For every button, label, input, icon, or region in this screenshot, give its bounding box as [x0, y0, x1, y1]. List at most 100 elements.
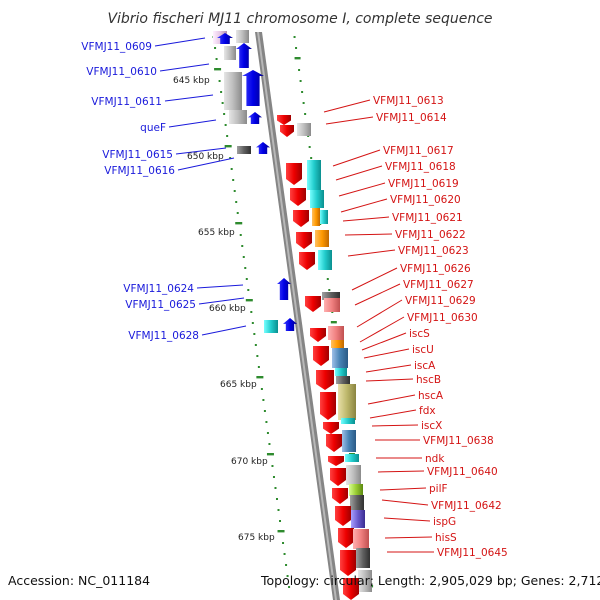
gene-block	[236, 30, 249, 43]
reverse-gene-arrow	[343, 578, 359, 600]
gene-label-right[interactable]: hscA	[418, 390, 444, 402]
gene-label-right[interactable]: VFMJ11_0640	[427, 466, 498, 478]
reverse-gene-arrow	[286, 163, 302, 185]
gene-label-right[interactable]: VFMJ11_0623	[398, 245, 469, 257]
ruler-tick	[214, 68, 222, 71]
ruler-tick	[294, 57, 301, 60]
ruler-dot	[242, 256, 245, 258]
gene-label-left[interactable]: VFMJ11_0615	[102, 149, 173, 161]
gene-label-left[interactable]: VFMJ11_0616	[104, 165, 175, 177]
gene-block	[331, 340, 344, 348]
reverse-gene-arrow	[277, 115, 291, 125]
gene-label-right[interactable]: ispG	[433, 516, 456, 528]
label-leaders	[154, 37, 434, 553]
ruler-dot	[266, 432, 269, 434]
gene-label-right[interactable]: pilF	[429, 483, 448, 495]
ruler-label-650: 650 kbp	[187, 152, 224, 162]
gene-features	[213, 30, 372, 600]
gene-label-right[interactable]: hscB	[416, 374, 441, 386]
gene-block	[335, 368, 347, 376]
ruler-dot	[230, 168, 233, 170]
gene-block	[322, 292, 340, 300]
gene-label-right[interactable]: iscU	[412, 344, 434, 356]
gene-label-right[interactable]: VFMJ11_0638	[423, 435, 494, 447]
ruler-dot	[298, 69, 301, 71]
gene-label-right[interactable]: VFMJ11_0622	[395, 229, 466, 241]
ruler-tick	[277, 530, 285, 533]
gene-block	[312, 208, 320, 226]
ruler-tick	[256, 376, 264, 379]
ruler-dot	[235, 201, 238, 203]
ruler-dot	[302, 102, 305, 104]
ruler-dot	[247, 289, 250, 291]
reverse-gene-arrow	[330, 468, 346, 486]
leader-line	[365, 378, 414, 382]
gene-label-right[interactable]: VFMJ11_0630	[407, 312, 478, 324]
reverse-gene-arrow	[340, 550, 356, 576]
reverse-gene-arrow	[299, 252, 315, 270]
reverse-gene-arrow	[293, 210, 309, 227]
gene-label-right[interactable]: VFMJ11_0613	[373, 95, 444, 107]
reverse-gene-arrow	[316, 370, 334, 390]
leader-line	[347, 249, 396, 257]
genome-summary-text: Topology: circular; Length: 2,905,029 bp…	[260, 573, 600, 588]
leader-line	[198, 297, 245, 305]
ruler-dot	[253, 333, 256, 335]
leader-line	[154, 37, 206, 47]
ruler-dot	[285, 564, 288, 566]
reverse-gene-arrow	[326, 434, 342, 452]
leader-line	[371, 424, 419, 427]
gene-label-left[interactable]: VFMJ11_0624	[123, 283, 194, 295]
gene-label-left[interactable]: queF	[140, 122, 166, 134]
gene-block	[318, 250, 332, 270]
gene-label-right[interactable]: VFMJ11_0620	[390, 194, 461, 206]
gene-block	[349, 484, 363, 496]
reverse-gene-arrow	[305, 296, 321, 312]
leader-line	[384, 536, 433, 539]
ruler-dot	[254, 344, 257, 346]
gene-label-right[interactable]: hisS	[435, 532, 457, 544]
ruler-dot	[214, 47, 217, 49]
gene-label-right[interactable]: fdx	[419, 405, 436, 417]
leader-line	[335, 165, 383, 181]
leader-line	[196, 284, 244, 289]
ruler-label-645: 645 kbp	[173, 76, 210, 86]
leader-line	[175, 147, 227, 155]
gene-label-right[interactable]: VFMJ11_0618	[385, 161, 456, 173]
gene-label-left[interactable]: VFMJ11_0609	[81, 41, 152, 53]
gene-label-right[interactable]: iscA	[414, 360, 436, 372]
leader-line	[379, 487, 427, 491]
gene-label-left[interactable]: VFMJ11_0610	[86, 66, 157, 78]
ruler-dot	[263, 410, 266, 412]
gene-label-right[interactable]: VFMJ11_0627	[403, 279, 474, 291]
ruler-dot	[236, 212, 239, 214]
gene-label-left[interactable]: VFMJ11_0611	[91, 96, 162, 108]
ruler-dot	[257, 366, 260, 368]
leader-line	[332, 149, 381, 167]
ruler-dot	[224, 124, 227, 126]
leader-line	[164, 94, 214, 102]
forward-gene-arrow	[236, 43, 252, 68]
gene-block	[332, 348, 348, 368]
gene-label-right[interactable]: VFMJ11_0614	[376, 112, 447, 124]
gene-label-right[interactable]: VFMJ11_0617	[383, 145, 454, 157]
gene-label-right[interactable]: VFMJ11_0642	[431, 500, 502, 512]
gene-label-right[interactable]: VFMJ11_0645	[437, 547, 508, 559]
gene-label-right[interactable]: iscX	[421, 420, 442, 432]
gene-block	[358, 570, 372, 592]
gene-label-right[interactable]: iscS	[409, 328, 430, 340]
ruler-dot	[239, 234, 242, 236]
ruler-dot	[251, 322, 254, 324]
gene-label-right[interactable]: ndk	[425, 453, 445, 465]
leader-line	[369, 409, 417, 419]
gene-label-left[interactable]: VFMJ11_0628	[128, 330, 199, 342]
reverse-gene-arrow	[296, 232, 312, 249]
gene-label-right[interactable]: VFMJ11_0626	[400, 263, 471, 275]
gene-block	[353, 529, 369, 549]
gene-label-right[interactable]: VFMJ11_0629	[405, 295, 476, 307]
gene-label-right[interactable]: VFMJ11_0621	[392, 212, 463, 224]
leader-line	[338, 182, 386, 197]
gene-label-right[interactable]: VFMJ11_0619	[388, 178, 459, 190]
gene-label-left[interactable]: VFMJ11_0625	[125, 299, 196, 311]
